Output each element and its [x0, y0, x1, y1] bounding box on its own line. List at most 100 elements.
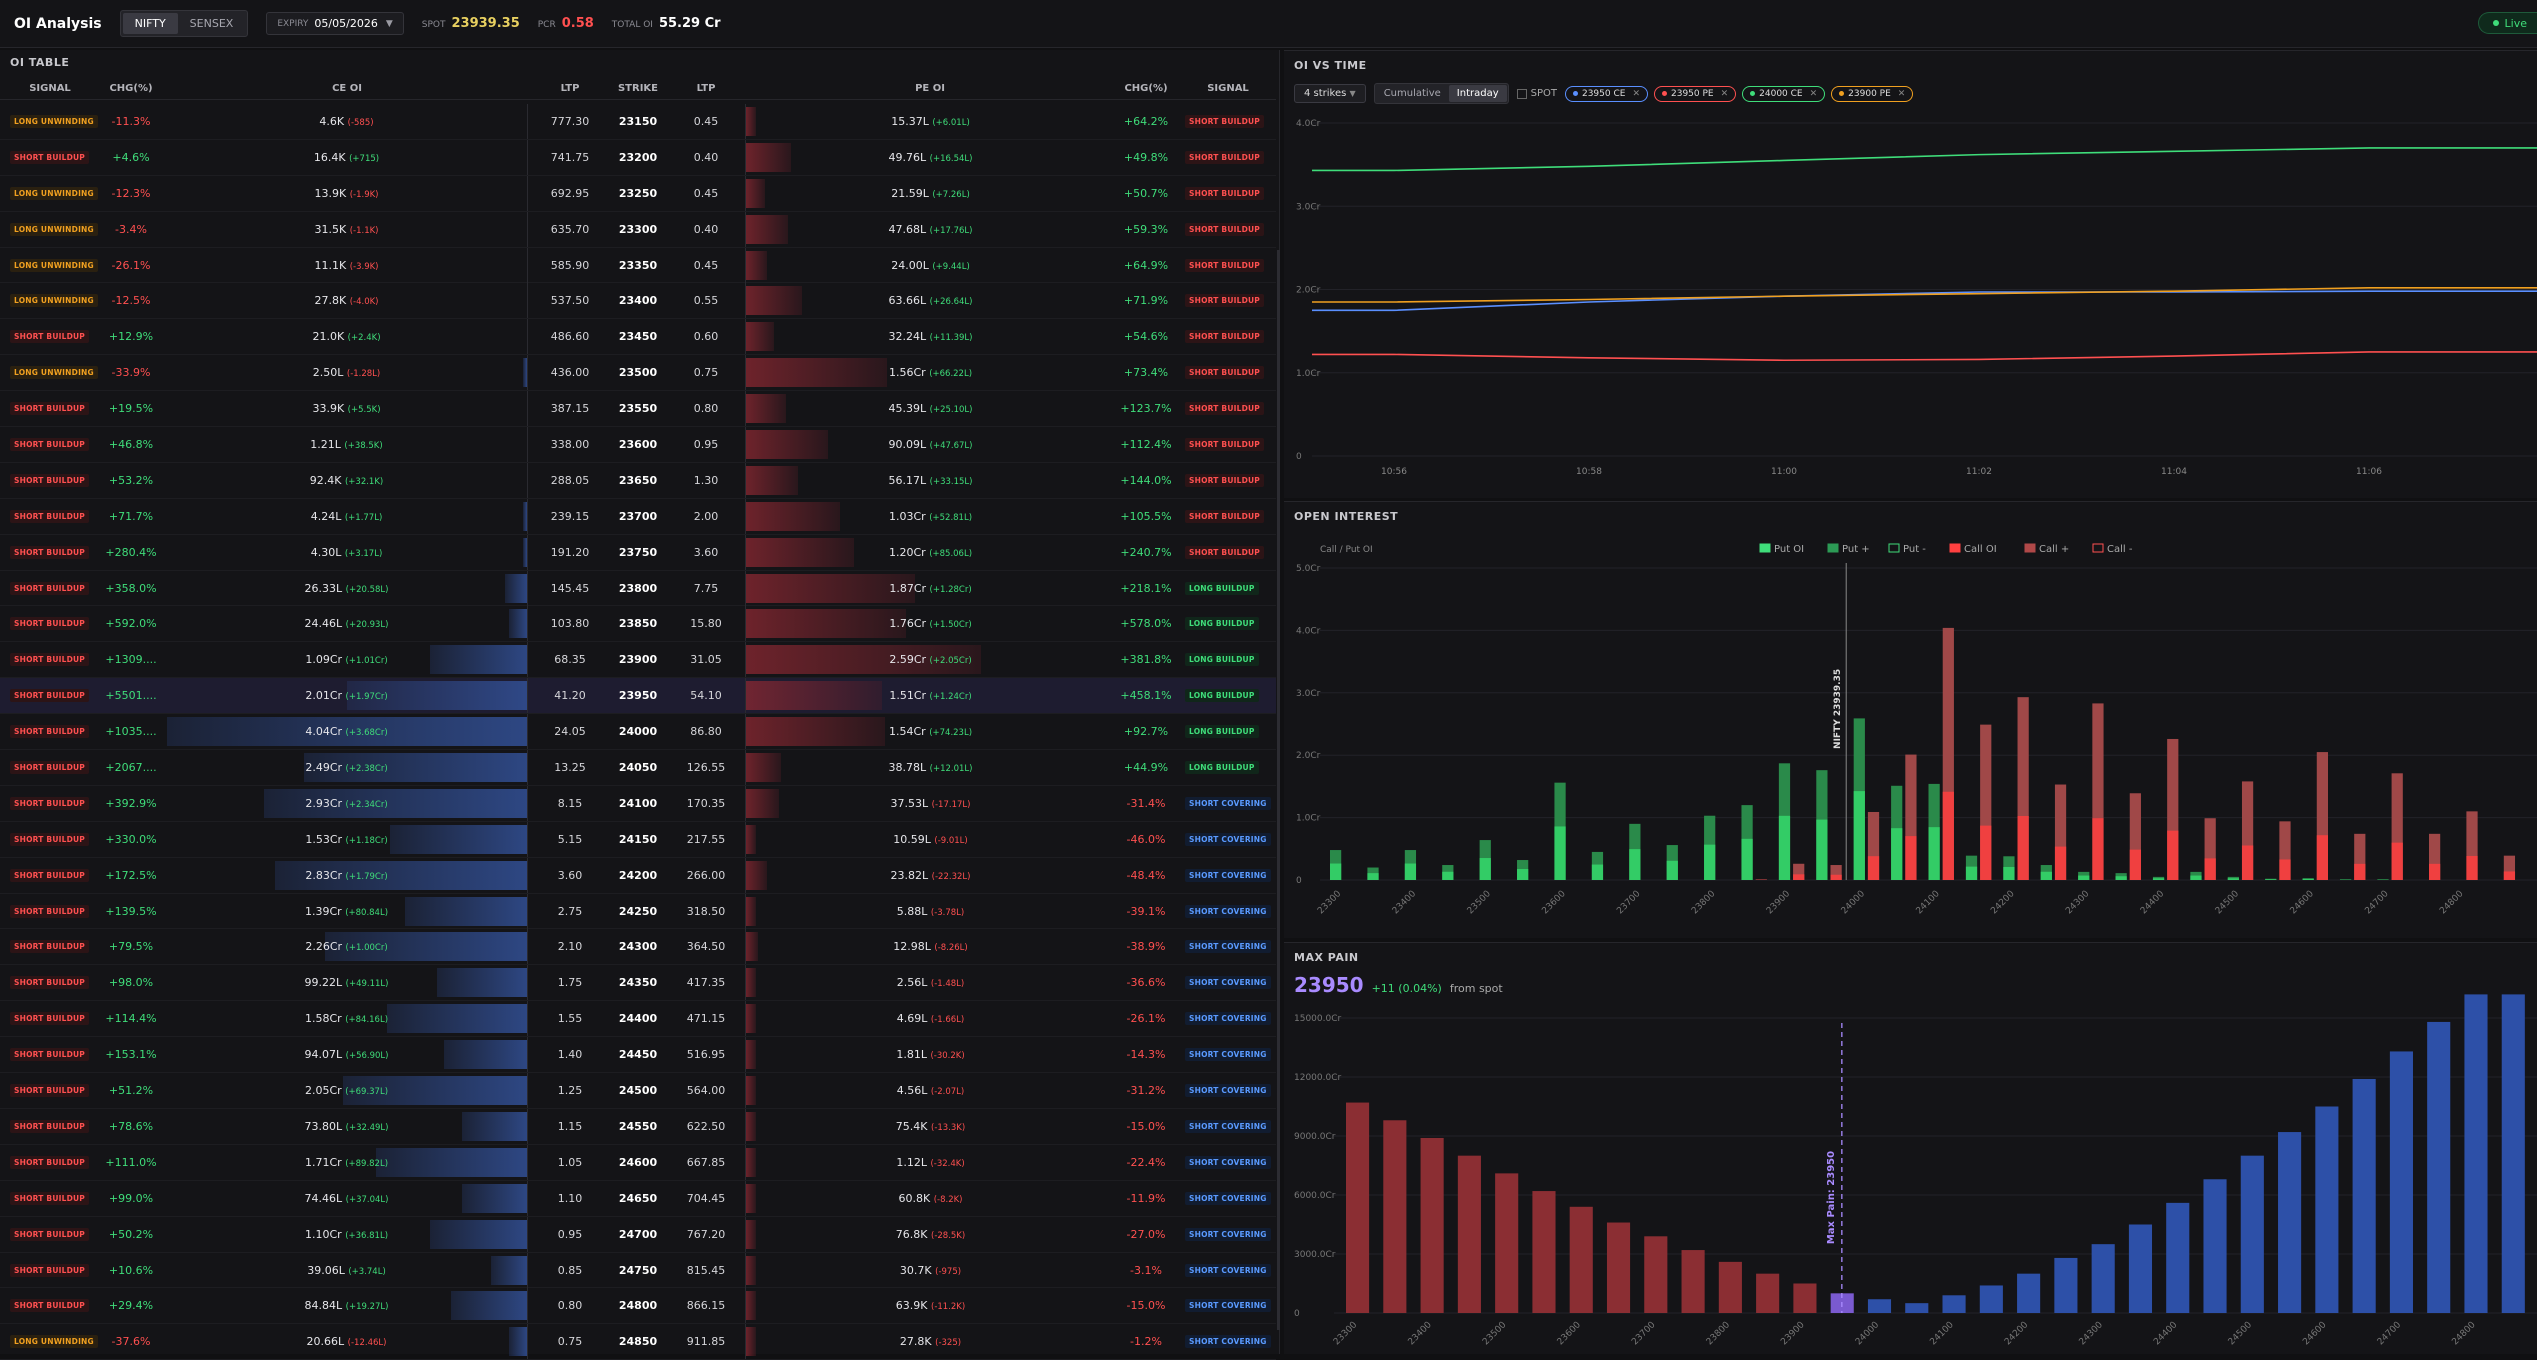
pe-oi-text: 45.39L (+25.10L)	[746, 402, 1115, 415]
pe-ltp: 0.55	[676, 294, 736, 307]
expiry-select[interactable]: EXPIRY 05/05/2026 ▼	[266, 12, 403, 35]
pain-bar[interactable]	[1570, 1207, 1593, 1313]
ce-oi-change: (+36.81L)	[345, 1231, 388, 1241]
pain-bar[interactable]	[2502, 994, 2525, 1313]
pe-oi-text: 47.68L (+17.76L)	[746, 223, 1115, 236]
ce-oi-change: (-1.1K)	[350, 226, 379, 236]
pain-bar[interactable]	[2054, 1258, 2077, 1313]
ce-chg: +10.6%	[100, 1264, 162, 1277]
pe-oi-text: 90.09L (+47.67L)	[746, 438, 1115, 451]
pain-bar[interactable]	[1793, 1284, 1816, 1314]
pain-bar[interactable]	[2464, 994, 2487, 1313]
pain-bar[interactable]	[2129, 1225, 2152, 1314]
y-tick-label: 1.0Cr	[1296, 814, 1321, 824]
table-scrollbar[interactable]	[1277, 250, 1280, 1330]
pain-bar[interactable]	[1346, 1103, 1369, 1313]
pe-oi-cell: 4.56L (-2.07L)	[745, 1073, 1115, 1108]
pe-chg: -1.2%	[1115, 1335, 1177, 1348]
x-tick-label: 10:56	[1381, 467, 1407, 477]
pain-bar[interactable]	[1607, 1223, 1630, 1313]
ce-oi-cell: 13.9K (-1.9K)	[166, 176, 528, 211]
pain-bar[interactable]	[2017, 1274, 2040, 1313]
pain-bar[interactable]	[1458, 1156, 1481, 1313]
table-row[interactable]: SHORT BUILDUP+172.5%2.83Cr (+1.79Cr)3.60…	[0, 858, 1276, 894]
pain-bar[interactable]	[1980, 1285, 2003, 1313]
put-oi-bar	[1330, 864, 1341, 880]
live-dot-icon	[2493, 20, 2499, 26]
pe-oi-cell: 1.87Cr (+1.28Cr)	[745, 571, 1115, 606]
pain-bar[interactable]	[1943, 1295, 1966, 1313]
pe-ltp: 0.40	[676, 151, 736, 164]
ce-chg: +79.5%	[100, 940, 162, 953]
ce-oi-text: 13.9K (-1.9K)	[166, 187, 527, 200]
pe-ltp: 86.80	[676, 725, 736, 738]
pain-bar[interactable]	[1719, 1262, 1742, 1313]
call-oi-bar	[1980, 826, 1991, 880]
table-row[interactable]: SHORT BUILDUP+139.5%1.39Cr (+80.84L)2.75…	[0, 894, 1276, 930]
table-row[interactable]: SHORT BUILDUP+114.4%1.58Cr (+84.16L)1.55…	[0, 1001, 1276, 1037]
col-pe-chg: CHG(%)	[1115, 83, 1177, 94]
table-row[interactable]: SHORT BUILDUP+111.0%1.71Cr (+89.82L)1.05…	[0, 1145, 1276, 1181]
x-tick-label: 23700	[1615, 889, 1643, 917]
pain-bar[interactable]	[1532, 1191, 1555, 1313]
table-row[interactable]: SHORT BUILDUP+153.1%94.07L (+56.90L)1.40…	[0, 1037, 1276, 1073]
table-row[interactable]: SHORT BUILDUP+592.0%24.46L (+20.93L)103.…	[0, 606, 1276, 642]
pain-bar[interactable]	[1756, 1274, 1779, 1313]
pain-bar[interactable]	[1421, 1138, 1444, 1313]
pain-bar[interactable]	[2166, 1203, 2189, 1313]
table-row[interactable]: LONG UNWINDING-33.9%2.50L (-1.28L)436.00…	[0, 355, 1276, 391]
ce-oi-change: (+80.84L)	[345, 908, 388, 918]
table-row[interactable]: SHORT BUILDUP+1309....1.09Cr (+1.01Cr)68…	[0, 642, 1276, 678]
pain-bar[interactable]	[1644, 1236, 1667, 1313]
pain-bar[interactable]	[2315, 1107, 2338, 1314]
pain-bar[interactable]	[2353, 1079, 2376, 1313]
table-row[interactable]: SHORT BUILDUP+280.4%4.30L (+3.17L)191.20…	[0, 535, 1276, 571]
pain-bar[interactable]	[1868, 1299, 1891, 1313]
pain-bar[interactable]	[2390, 1051, 2413, 1313]
table-row[interactable]: SHORT BUILDUP+330.0%1.53Cr (+1.18Cr)5.15…	[0, 822, 1276, 858]
pain-bar[interactable]	[1905, 1303, 1928, 1313]
table-row[interactable]: SHORT BUILDUP+392.9%2.93Cr (+2.34Cr)8.15…	[0, 786, 1276, 822]
pain-bar[interactable]	[1495, 1173, 1518, 1313]
table-row[interactable]: SHORT BUILDUP+5501....2.01Cr (+1.97Cr)41…	[0, 678, 1276, 714]
ce-oi-value: 74.46L	[305, 1192, 343, 1205]
pe-ltp: 417.35	[676, 976, 736, 989]
pe-oi-text: 12.98L (-8.26L)	[746, 940, 1115, 953]
tab-sensex[interactable]: SENSEX	[178, 13, 246, 34]
pain-bar[interactable]	[1682, 1250, 1705, 1313]
table-row[interactable]: SHORT BUILDUP+358.0%26.33L (+20.58L)145.…	[0, 571, 1276, 607]
ce-ltp: 13.25	[540, 761, 600, 774]
pain-bar[interactable]	[1383, 1120, 1406, 1313]
table-row[interactable]: SHORT BUILDUP+1035....4.04Cr (+3.68Cr)24…	[0, 714, 1276, 750]
pain-bar[interactable]	[2278, 1132, 2301, 1313]
ce-oi-value: 1.53Cr	[305, 833, 342, 846]
table-row[interactable]: LONG UNWINDING-37.6%20.66L (-12.46L)0.75…	[0, 1324, 1276, 1360]
x-tick-label: 24800	[2438, 889, 2466, 917]
table-row[interactable]: SHORT BUILDUP+2067....2.49Cr (+2.38Cr)13…	[0, 750, 1276, 786]
pain-bar[interactable]	[2203, 1179, 2226, 1313]
tab-nifty[interactable]: NIFTY	[123, 13, 178, 34]
pain-bar[interactable]	[2092, 1244, 2115, 1313]
pain-bar[interactable]	[2241, 1156, 2264, 1313]
strike-price: 23400	[603, 294, 673, 307]
pain-bar[interactable]	[2427, 1022, 2450, 1313]
